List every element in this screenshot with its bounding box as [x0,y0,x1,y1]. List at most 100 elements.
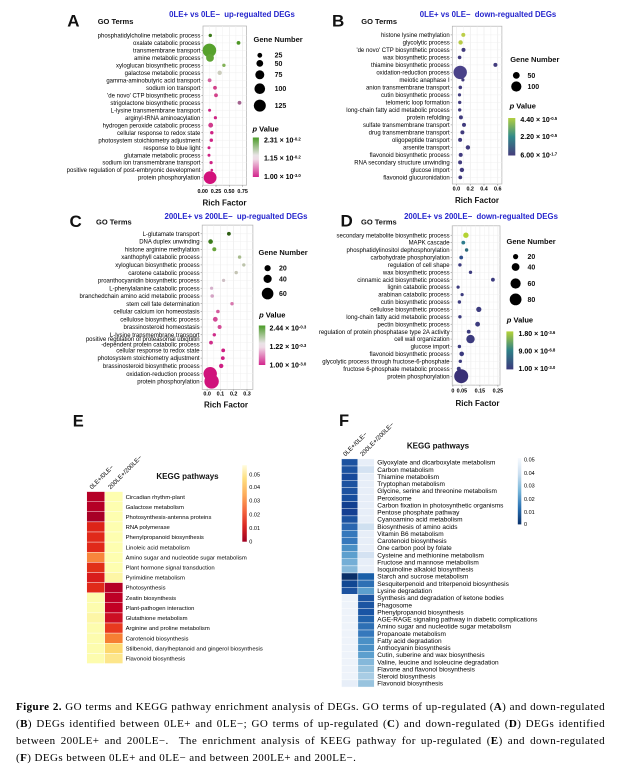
svg-text:transmembrane transport: transmembrane transport [133,49,201,55]
svg-text:Stilbenoid, diarylheptanoid an: Stilbenoid, diarylheptanoid and gingerol… [126,646,263,652]
svg-text:2.31 × 10-0.2: 2.31 × 10-0.2 [264,137,301,145]
svg-text:hydrogen peroxide catabolic pr: hydrogen peroxide catabolic process [103,123,201,129]
svg-text:Gene Number: Gene Number [507,237,556,246]
svg-text:Photosynthesis: Photosynthesis [126,586,166,592]
svg-text:Gene Number: Gene Number [254,35,303,44]
svg-text:strigolactone biosynthetic pro: strigolactone biosynthetic process [110,101,200,107]
svg-text:0.03: 0.03 [524,484,535,490]
svg-text:0.0: 0.0 [453,187,461,193]
svg-text:cellular response to redox sta: cellular response to redox state [117,131,201,137]
svg-text:brassinosteroid biosynthetic p: brassinosteroid biosynthetic process [103,364,200,370]
svg-text:0.05: 0.05 [457,388,468,394]
svg-text:Photosynthesis-antenna protein: Photosynthesis-antenna proteins [126,515,212,521]
svg-text:0.02: 0.02 [249,512,260,518]
svg-text:arabinan catabolic process: arabinan catabolic process [378,293,449,299]
svg-text:telomeric loop formation: telomeric loop formation [386,101,450,107]
svg-text:p Value: p Value [509,102,536,111]
svg-text:1.00 × 10-3.0: 1.00 × 10-3.0 [519,365,556,373]
svg-text:pectin biosynthetic process: pectin biosynthetic process [378,322,450,328]
svg-text:0.05: 0.05 [249,472,260,478]
svg-text:GO Terms: GO Terms [361,218,397,227]
svg-text:glutamate metabolic process: glutamate metabolic process [124,153,200,159]
svg-text:lignin catabolic process: lignin catabolic process [388,285,450,291]
svg-text:200LE+/200LE−: 200LE+/200LE− [107,454,144,491]
svg-text:0.3: 0.3 [243,392,251,398]
svg-text:flavonoid biosynthetic process: flavonoid biosynthetic process [370,352,450,358]
svg-text:200LE+ vs 200LE− down-regualt: 200LE+ vs 200LE− down-regualted DEGs [404,212,558,221]
svg-text:'de novo' CTP biosynthetic pro: 'de novo' CTP biosynthetic process [107,93,200,99]
svg-text:xyloglucan biosynthetic proces: xyloglucan biosynthetic process [115,263,199,269]
svg-text:glucose import: glucose import [411,345,450,351]
svg-text:0.25: 0.25 [493,388,504,394]
svg-text:125: 125 [275,103,287,110]
svg-text:0.04: 0.04 [249,485,260,491]
svg-text:0LE+ vs 0LE− up-regualted DEG: 0LE+ vs 0LE− up-regualted DEGs [169,10,295,19]
svg-text:0LE+ vs 0LE− down-regualted D: 0LE+ vs 0LE− down-regualted DEGs [420,10,557,19]
svg-text:oxalate catabolic process: oxalate catabolic process [133,41,200,47]
svg-text:arginyl-tRNA aminoacylation: arginyl-tRNA aminoacylation [125,116,200,122]
svg-text:Biosynthesis of amino acids: Biosynthesis of amino acids [377,524,458,531]
svg-text:Gene Number: Gene Number [510,55,559,64]
svg-text:0.04: 0.04 [524,471,535,477]
svg-text:D: D [341,212,353,231]
svg-text:25: 25 [275,53,283,60]
svg-text:xanthophyll catabolic process: xanthophyll catabolic process [121,255,199,261]
svg-text:'de novo' CTP biosynthetic pro: 'de novo' CTP biosynthetic process [356,48,449,54]
svg-text:Linoleic acid metabolism: Linoleic acid metabolism [126,545,190,551]
svg-text:stem cell fate determination: stem cell fate determination [126,302,199,308]
svg-text:2.20 × 10-0.5: 2.20 × 10-0.5 [520,133,557,141]
svg-text:1.80 × 10-3.6: 1.80 × 10-3.6 [519,330,556,338]
svg-text:60: 60 [528,281,536,288]
svg-text:p Value: p Value [506,316,533,325]
svg-text:oligopeptide transport: oligopeptide transport [392,138,450,144]
svg-text:0.2: 0.2 [466,187,474,193]
svg-text:cinnamic acid biosynthetic pro: cinnamic acid biosynthetic process [357,278,449,284]
svg-text:Steroid biosynthesis: Steroid biosynthesis [377,674,436,681]
svg-text:0.25: 0.25 [211,189,222,195]
svg-text:Carbon metabolism: Carbon metabolism [377,467,433,474]
svg-text:Pyrimidine metabolism: Pyrimidine metabolism [126,576,185,582]
svg-text:p Value: p Value [258,311,285,320]
svg-text:Amino sugar and nucleotide sug: Amino sugar and nucleotide sugar metabol… [126,555,247,561]
svg-text:0.01: 0.01 [249,526,260,532]
svg-text:MAPK cascade: MAPK cascade [409,241,451,247]
svg-text:regulation of cell shape: regulation of cell shape [388,263,450,269]
svg-text:0.1: 0.1 [217,392,225,398]
svg-text:0.02: 0.02 [524,497,535,503]
svg-text:Fructose and mannose metabolis: Fructose and mannose metabolism [377,560,479,567]
svg-text:0: 0 [451,388,454,394]
svg-text:AGE-RAGE signaling pathway in: AGE-RAGE signaling pathway in diabetic c… [377,617,538,624]
svg-text:cellulose biosynthetic process: cellulose biosynthetic process [120,317,199,323]
svg-text:0.6: 0.6 [494,187,502,193]
svg-text:40: 40 [279,276,287,283]
svg-text:Propanoate metabolism: Propanoate metabolism [377,631,446,638]
svg-text:Rich Factor: Rich Factor [455,196,499,205]
svg-text:Thiamine metabolism: Thiamine metabolism [377,474,439,481]
svg-text:Anthocyanin biosynthesis: Anthocyanin biosynthesis [377,645,451,652]
svg-text:Cutin, suberine and wax biosyn: Cutin, suberine and wax biosynthesis [377,652,485,659]
svg-text:Flavone and flavonol biosynthe: Flavone and flavonol biosynthesis [377,666,475,673]
svg-text:Glutathione metabolism: Glutathione metabolism [126,616,188,622]
svg-text:50: 50 [275,61,283,68]
svg-text:0.4: 0.4 [480,187,488,193]
svg-text:0.50: 0.50 [224,189,235,195]
svg-text:Carotenoid biosynthesis: Carotenoid biosynthesis [126,636,189,642]
svg-text:thiamine biosynthetic process: thiamine biosynthetic process [371,63,450,69]
svg-text:xyloglucan biosynthetic proces: xyloglucan biosynthetic process [116,63,200,69]
svg-text:Rich Factor: Rich Factor [455,399,499,408]
svg-text:cellular response to redox sta: cellular response to redox state [116,349,200,355]
svg-text:0.75: 0.75 [237,189,248,195]
svg-text:80: 80 [528,297,536,304]
svg-text:oxidation-reduction process: oxidation-reduction process [126,372,199,378]
svg-text:20: 20 [279,266,287,273]
svg-text:anion transmembrane transport: anion transmembrane transport [366,86,450,92]
svg-text:cell wall organization: cell wall organization [394,337,449,343]
svg-text:Cyanoamino acid metabolism: Cyanoamino acid metabolism [377,517,462,524]
svg-text:Flavonoid biosynthesis: Flavonoid biosynthesis [126,657,186,663]
svg-text:GO Terms: GO Terms [361,17,397,26]
svg-text:200LE+ vs 200LE− up-regualted: 200LE+ vs 200LE− up-regualted DEGs [164,212,308,221]
svg-text:RNA polymerase: RNA polymerase [126,525,171,531]
svg-text:protein phosphorylation: protein phosphorylation [138,176,200,182]
svg-text:glucose import: glucose import [411,168,450,174]
svg-text:flavonoid glucuronidation: flavonoid glucuronidation [383,176,449,182]
